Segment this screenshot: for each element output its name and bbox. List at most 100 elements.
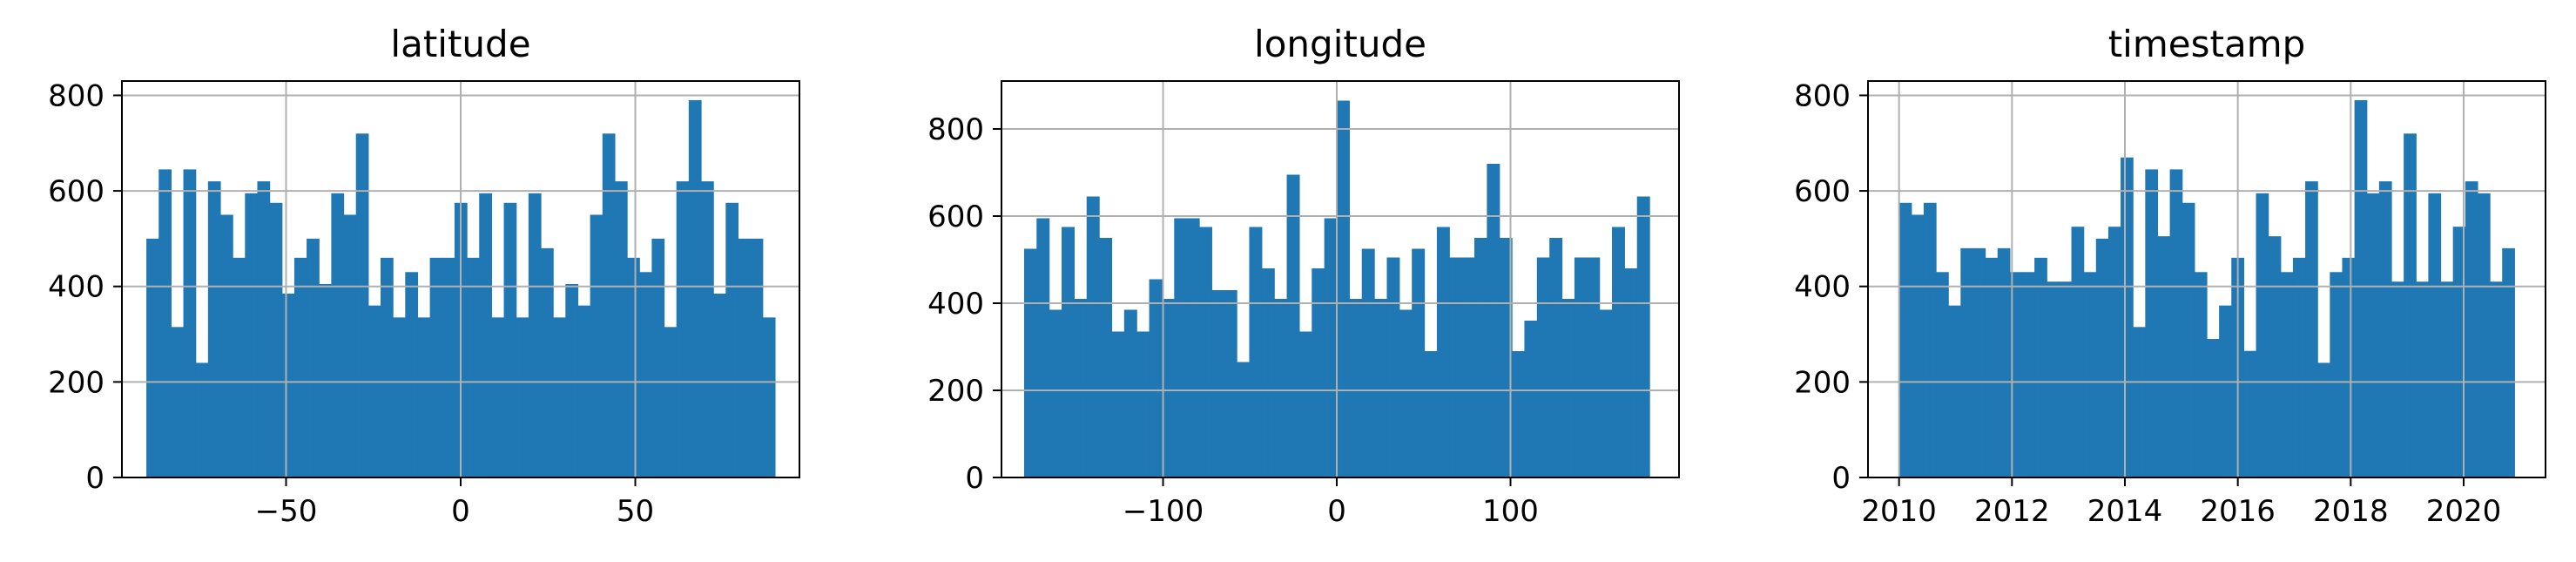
latitude-bar (207, 181, 221, 477)
latitude-bar (195, 362, 209, 477)
longitude-bar (1123, 309, 1137, 477)
latitude-histogram: latitude −50 0 50 0 200 400 600 800 (48, 23, 800, 529)
timestamp-bar (1911, 214, 1925, 478)
timestamp-x-tick-label: 2016 (2200, 494, 2276, 529)
timestamp-bar (2354, 99, 2368, 478)
longitude-bar (1211, 290, 1225, 477)
timestamp-y-tick-label: 800 (1794, 78, 1851, 113)
longitude-grid (1001, 81, 1679, 478)
timestamp-histogram: timestamp 2010 2012 2014 2016 2018 2020 0 200 40… (1794, 23, 2546, 529)
longitude-bar (1261, 268, 1275, 477)
latitude-bar (750, 238, 764, 477)
timestamp-bar (2416, 281, 2430, 477)
longitude-bar (1286, 174, 1300, 477)
timestamp-bar (2083, 272, 2097, 477)
latitude-y-tick-label: 0 (85, 461, 105, 496)
timestamp-bar (2243, 350, 2257, 477)
latitude-bar (269, 202, 283, 477)
longitude-bar (1461, 257, 1475, 477)
longitude-bar (1386, 257, 1400, 477)
timestamp-bar (1972, 247, 1986, 477)
timestamp-bar (2219, 305, 2232, 477)
timestamp-x-tick-label: 2012 (1974, 494, 2050, 529)
timestamp-y-tick-label: 600 (1794, 174, 1851, 209)
timestamp-bar (1985, 257, 1999, 477)
longitude-bar (1424, 351, 1438, 477)
longitude-bar (1186, 218, 1200, 477)
longitude-bar (1337, 100, 1350, 477)
longitude-bar (1023, 248, 1037, 477)
latitude-bar (355, 133, 369, 477)
longitude-bar (1249, 227, 1263, 477)
latitude-bar (701, 181, 714, 477)
timestamp-bar (1960, 247, 1974, 477)
longitude-x-tick-label: 0 (1327, 494, 1346, 529)
latitude-bar (541, 247, 554, 477)
latitude-bar (368, 305, 381, 477)
longitude-bar (1274, 299, 1288, 477)
latitude-bar (467, 257, 480, 477)
timestamp-bar (2378, 181, 2392, 477)
longitude-bar (1099, 238, 1113, 477)
longitude-bar (1561, 299, 1575, 477)
latitude-bar (725, 202, 739, 477)
longitude-bars (1023, 100, 1650, 477)
latitude-bar (146, 238, 159, 477)
timestamp-bar (2194, 272, 2208, 477)
longitude-bar (1086, 196, 1100, 477)
longitude-bar (1062, 227, 1075, 477)
timestamp-bar (2477, 193, 2491, 477)
longitude-y-tick-label: 800 (927, 112, 984, 147)
longitude-bar (1074, 299, 1088, 477)
latitude-title: latitude (390, 23, 530, 65)
timestamp-bar (1948, 305, 1961, 477)
latitude-bar (516, 317, 529, 477)
longitude-bar (1036, 218, 1050, 477)
longitude-bar (1111, 331, 1125, 477)
latitude-bar (639, 272, 652, 477)
latitude-y-tick-label: 200 (48, 365, 105, 400)
longitude-bar (1237, 362, 1251, 477)
longitude-axes-frame (1001, 80, 1680, 478)
timestamp-y-tick-label: 400 (1794, 270, 1851, 305)
timestamp-bar (2330, 272, 2343, 477)
latitude-bar (171, 327, 185, 477)
timestamp-x-tick-label: 2020 (2426, 494, 2502, 529)
latitude-bar (331, 193, 345, 477)
longitude-bar (1474, 238, 1487, 477)
longitude-bar (1298, 331, 1312, 477)
longitude-bar (1174, 218, 1188, 477)
timestamp-bar (1923, 202, 1937, 477)
timestamp-bar (1936, 272, 1949, 477)
longitude-bar (1512, 351, 1526, 477)
latitude-bar (479, 193, 492, 477)
latitude-bar (319, 283, 332, 477)
timestamp-y-tick-label: 0 (1831, 461, 1851, 496)
longitude-bar (1574, 257, 1588, 477)
longitude-bar (1611, 227, 1625, 477)
longitude-bar (1536, 257, 1550, 477)
longitude-bar (1161, 299, 1175, 477)
longitude-title: longitude (1254, 23, 1426, 65)
longitude-bar (1361, 248, 1375, 477)
timestamp-bar (2268, 236, 2282, 477)
longitude-bar (1224, 290, 1237, 477)
longitude-bar (1412, 248, 1426, 477)
latitude-bar (651, 238, 665, 477)
longitude-x-tick-label: −100 (1123, 494, 1204, 529)
latitude-bar (245, 193, 259, 477)
latitude-bar (281, 293, 295, 477)
longitude-bar (1499, 238, 1513, 477)
timestamp-bar (2059, 281, 2073, 477)
latitude-bar (293, 257, 307, 477)
latitude-y-tick-label: 800 (48, 78, 105, 113)
latitude-bar (664, 327, 678, 477)
timestamp-title: timestamp (2108, 23, 2306, 65)
timestamp-bar (2292, 257, 2306, 477)
latitude-bar (491, 317, 505, 477)
timestamp-x-tick-label: 2010 (1861, 494, 1937, 529)
latitude-bar (219, 214, 233, 478)
longitude-bar (1199, 227, 1212, 477)
timestamp-x-tick-label: 2018 (2313, 494, 2389, 529)
